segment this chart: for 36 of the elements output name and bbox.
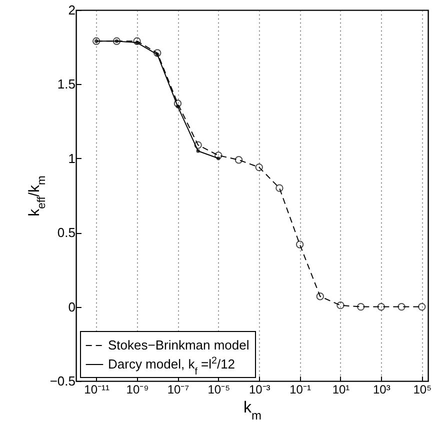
y-tick-label: 0 [68,299,76,314]
point [216,156,220,160]
y-tick-label: −0.5 [50,374,76,388]
point [234,156,243,164]
y-tick-label: 1 [68,150,76,166]
x-tick-label: 10¹ [332,382,350,396]
x-tick-label: 10³ [373,382,390,396]
x-tick-label: 10⁻³ [248,382,270,396]
x-tick-label: 10⁵ [413,382,432,396]
point [154,49,162,57]
point [194,141,202,149]
point [176,104,180,108]
x-tick-label: 10⁻¹ [290,382,311,396]
y-tick-label: 1.5 [57,76,76,92]
y-tick-label: 2 [68,2,76,18]
x-tick-label: 10⁻¹¹ [84,382,110,396]
point [377,302,386,311]
point [174,100,182,108]
point [255,163,263,172]
point [214,152,222,160]
point [196,149,200,153]
x-tick-label: 10⁻⁷ [167,382,190,396]
point [133,37,141,46]
x-axis-title: k$_{m}$ [244,400,262,422]
x-tick-label: 10⁻⁵ [208,382,230,396]
point [296,240,304,248]
y-tick-label: 0.5 [57,225,76,240]
point [418,302,426,311]
legend-label: Darcy model, k$_{f}$ =l$^{2}$/12 [108,355,236,377]
point [336,301,344,310]
legend-label: Stokes−Brinkman model [108,338,250,352]
point [356,302,365,311]
x-tick-label: 10⁻⁹ [126,382,149,396]
point [316,292,324,300]
point [276,184,284,192]
point [398,302,406,311]
